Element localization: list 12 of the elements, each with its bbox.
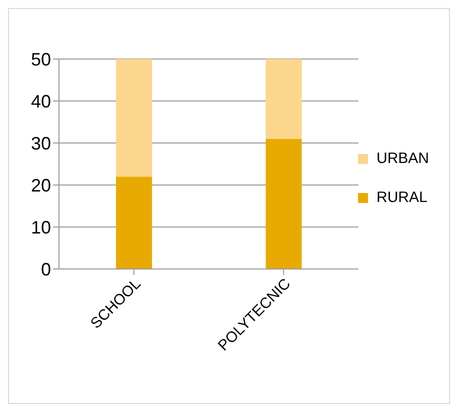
legend-label: RURAL bbox=[376, 189, 428, 206]
bar bbox=[266, 59, 302, 139]
y-tick-label: 10 bbox=[30, 217, 51, 238]
bar bbox=[116, 176, 152, 269]
y-tick-label: 20 bbox=[30, 175, 51, 196]
bar bbox=[116, 59, 152, 177]
y-tick-label: 0 bbox=[40, 259, 51, 280]
y-tick-label: 40 bbox=[30, 91, 51, 112]
y-tick-label: 30 bbox=[30, 133, 51, 154]
legend-label: URBAN bbox=[376, 150, 429, 167]
bar bbox=[266, 138, 302, 269]
y-tick-label: 50 bbox=[30, 49, 51, 70]
